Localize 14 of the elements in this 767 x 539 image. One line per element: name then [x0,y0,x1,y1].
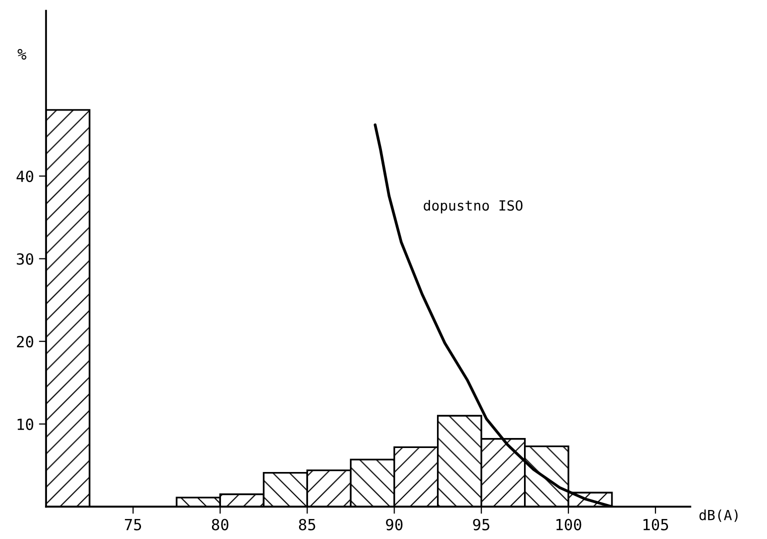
x-tick-label: 90 [386,518,402,530]
x-tick-label: 95 [473,518,490,530]
y-tick-label: 40 [16,170,34,182]
x-tick-label: 80 [212,518,228,530]
x-tick-label: 75 [124,519,142,530]
y-axis-title: % [18,48,26,60]
y-tick-label: 30 [16,253,34,265]
x-tick-label: 100 [556,518,582,530]
x-axis-title: dB(A) [699,510,738,522]
x-tick-label: 85 [298,518,316,530]
annotation: dopustno ISO [424,200,522,214]
y-tick-label: 20 [16,336,34,348]
y-tick-label: 10 [18,418,34,430]
x-tick-label: 105 [644,518,668,530]
